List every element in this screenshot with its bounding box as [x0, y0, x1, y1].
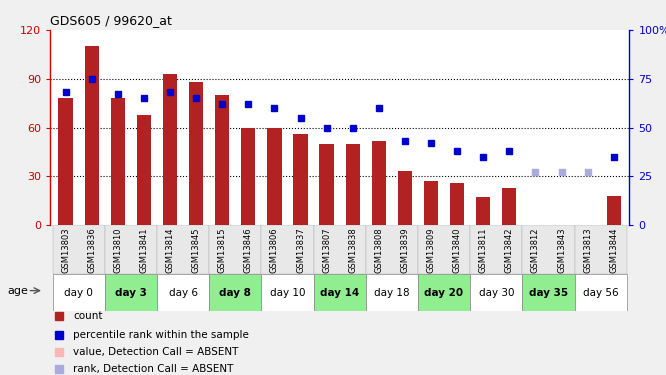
- Bar: [267, 128, 282, 225]
- Bar: [53, 274, 105, 311]
- Text: GSM13808: GSM13808: [374, 227, 384, 273]
- Bar: [59, 98, 73, 225]
- Bar: [450, 183, 464, 225]
- Text: GSM13806: GSM13806: [270, 227, 279, 273]
- Bar: [85, 46, 99, 225]
- Bar: [418, 225, 470, 274]
- Text: day 35: day 35: [529, 288, 568, 297]
- Text: rank, Detection Call = ABSENT: rank, Detection Call = ABSENT: [73, 364, 234, 374]
- Bar: [209, 225, 261, 274]
- Bar: [105, 225, 157, 274]
- Text: GSM13811: GSM13811: [479, 227, 488, 273]
- Text: GDS605 / 99620_at: GDS605 / 99620_at: [50, 15, 172, 27]
- Bar: [398, 171, 412, 225]
- Bar: [241, 128, 256, 225]
- Text: GSM13840: GSM13840: [453, 227, 462, 273]
- Text: GSM13842: GSM13842: [505, 227, 513, 273]
- Text: day 14: day 14: [320, 288, 359, 297]
- Text: day 6: day 6: [168, 288, 198, 297]
- Bar: [137, 114, 151, 225]
- Bar: [575, 274, 627, 311]
- Bar: [111, 98, 125, 225]
- Bar: [522, 274, 575, 311]
- Bar: [346, 144, 360, 225]
- Text: GSM13845: GSM13845: [192, 227, 200, 273]
- Text: age: age: [7, 286, 29, 296]
- Bar: [293, 134, 308, 225]
- Text: GSM13812: GSM13812: [531, 227, 540, 273]
- Bar: [502, 188, 517, 225]
- Text: GSM13809: GSM13809: [426, 227, 436, 273]
- Bar: [163, 74, 177, 225]
- Bar: [424, 181, 438, 225]
- Bar: [607, 196, 621, 225]
- Text: GSM13838: GSM13838: [348, 227, 357, 273]
- Bar: [105, 274, 157, 311]
- Text: GSM13803: GSM13803: [61, 227, 70, 273]
- Text: GSM13837: GSM13837: [296, 227, 305, 273]
- Text: day 10: day 10: [270, 288, 305, 297]
- Bar: [470, 274, 522, 311]
- Text: GSM13810: GSM13810: [113, 227, 123, 273]
- Bar: [215, 95, 229, 225]
- Text: day 0: day 0: [64, 288, 93, 297]
- Text: day 3: day 3: [115, 288, 147, 297]
- Bar: [314, 225, 366, 274]
- Text: count: count: [73, 311, 103, 321]
- Bar: [372, 141, 386, 225]
- Text: GSM13839: GSM13839: [400, 227, 410, 273]
- Bar: [366, 225, 418, 274]
- Text: day 20: day 20: [424, 288, 464, 297]
- Text: day 56: day 56: [583, 288, 619, 297]
- Bar: [470, 225, 522, 274]
- Text: day 30: day 30: [478, 288, 514, 297]
- Bar: [476, 197, 490, 225]
- Bar: [53, 225, 105, 274]
- Text: percentile rank within the sample: percentile rank within the sample: [73, 330, 249, 339]
- Bar: [189, 82, 203, 225]
- Bar: [418, 274, 470, 311]
- Bar: [320, 144, 334, 225]
- Text: value, Detection Call = ABSENT: value, Detection Call = ABSENT: [73, 347, 238, 357]
- Bar: [366, 274, 418, 311]
- Text: GSM13815: GSM13815: [218, 227, 226, 273]
- Bar: [261, 225, 314, 274]
- Text: GSM13807: GSM13807: [322, 227, 331, 273]
- Text: GSM13814: GSM13814: [166, 227, 174, 273]
- Bar: [261, 274, 314, 311]
- Text: GSM13843: GSM13843: [557, 227, 566, 273]
- Text: day 18: day 18: [374, 288, 410, 297]
- Bar: [209, 274, 261, 311]
- Text: GSM13846: GSM13846: [244, 227, 253, 273]
- Bar: [314, 274, 366, 311]
- Bar: [522, 225, 575, 274]
- Text: GSM13836: GSM13836: [87, 227, 96, 273]
- Bar: [157, 274, 209, 311]
- Text: day 8: day 8: [219, 288, 251, 297]
- Text: GSM13844: GSM13844: [609, 227, 618, 273]
- Text: GSM13813: GSM13813: [583, 227, 592, 273]
- Bar: [575, 225, 627, 274]
- Bar: [157, 225, 209, 274]
- Text: GSM13841: GSM13841: [139, 227, 149, 273]
